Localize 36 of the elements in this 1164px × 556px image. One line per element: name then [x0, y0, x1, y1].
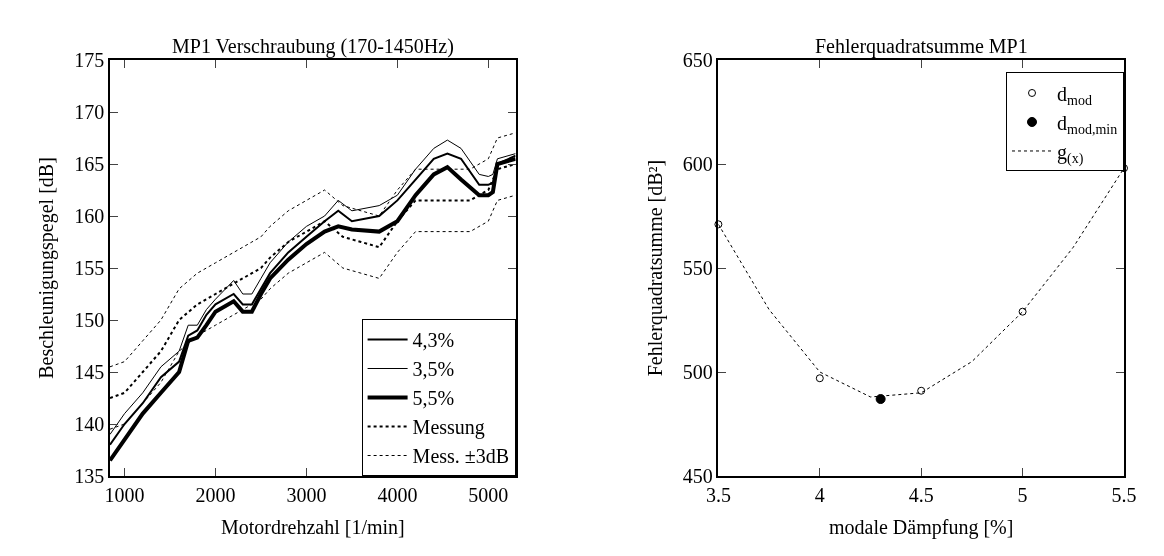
y-tick-label: 650 — [682, 49, 713, 71]
chart-title: Fehlerquadratsumme MP1 — [815, 35, 1028, 58]
y-axis-title: Fehlerquadratsumme [dB²] — [643, 159, 667, 377]
y-tick-label: 150 — [74, 309, 105, 331]
legend-label: 5,5% — [412, 387, 455, 410]
y-tick-label: 550 — [682, 257, 713, 279]
legend-label: d$_{mod}$ — [1057, 82, 1092, 108]
x-tick-label: 4 — [814, 483, 825, 506]
x-tick-label: 4000 — [377, 483, 418, 506]
legend-label: g$_{(x)}$ — [1057, 140, 1084, 167]
x-tick-label: 2000 — [195, 483, 236, 506]
x-tick-label: 5 — [1017, 483, 1028, 506]
x-tick-label: 5000 — [468, 483, 509, 506]
x-tick-label: 4.5 — [908, 483, 934, 506]
y-tick-label: 145 — [74, 361, 105, 383]
x-tick-label: 1000 — [104, 483, 145, 506]
y-tick-label: 135 — [74, 465, 105, 487]
x-axis-title: Motordrehzahl [1/min] — [220, 515, 405, 538]
legend-label: Messung — [412, 416, 485, 440]
y-tick-label: 500 — [682, 361, 713, 383]
y-tick-label: 165 — [74, 153, 105, 175]
legend-label: Mess. ±3dB — [412, 445, 510, 468]
y-tick-label: 170 — [74, 101, 105, 123]
y-tick-label: 140 — [74, 413, 105, 435]
legend-label: 3,5% — [412, 358, 455, 381]
x-tick-label: 5.5 — [1111, 483, 1137, 506]
y-tick-label: 155 — [74, 257, 105, 279]
y-tick-label: 160 — [74, 205, 105, 227]
y-tick-label: 600 — [682, 153, 713, 175]
chart-title: MP1 Verschraubung (170-1450Hz) — [172, 35, 454, 58]
x-tick-label: 3000 — [286, 483, 327, 506]
y-axis-title: Beschleunigungspegel [dB] — [35, 157, 59, 379]
x-axis-title: modale Dämpfung [%] — [829, 515, 1014, 539]
legend-label: d$_{mod,min}$ — [1057, 111, 1118, 137]
legend-label: 4,3% — [412, 329, 455, 352]
y-tick-label: 175 — [74, 49, 105, 71]
